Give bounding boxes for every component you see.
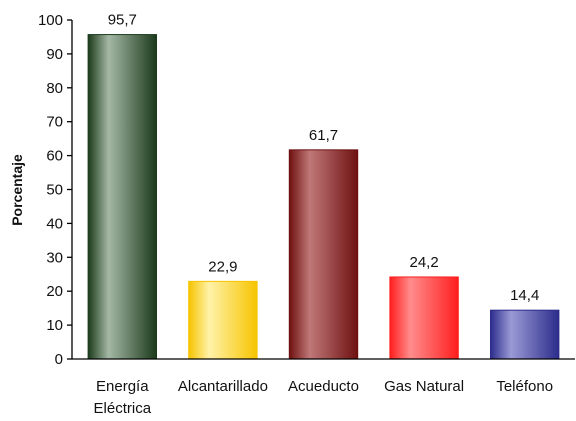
data-label: 14,4 (510, 287, 539, 304)
y-tick-label: 40 (46, 215, 63, 232)
y-tick-label: 100 (38, 12, 63, 29)
bar (288, 149, 359, 360)
bar (188, 280, 258, 360)
bars (87, 34, 560, 360)
y-axis-label: Porcentaje (9, 154, 25, 226)
x-axis-labels: Energía Eléctrica Alcantarillado Acueducto G… (94, 378, 554, 417)
y-tick-label: 90 (46, 46, 63, 63)
data-label: 95,7 (108, 12, 137, 29)
y-tick-label: 0 (55, 351, 63, 368)
x-category-label: Eléctrica (94, 400, 152, 417)
bar (489, 309, 560, 360)
bar (87, 34, 158, 360)
y-tick-label: 30 (46, 249, 63, 266)
x-category-label: Gas Natural (384, 378, 464, 395)
y-tick-label: 20 (46, 283, 63, 300)
data-label: 61,7 (309, 127, 338, 144)
y-tick-label: 80 (46, 80, 63, 97)
y-axis-ticks: 0 10 20 30 40 50 60 70 80 90 100 (38, 12, 72, 368)
y-tick-label: 50 (46, 182, 63, 199)
y-tick-label: 60 (46, 148, 63, 165)
x-category-label: Teléfono (496, 378, 553, 395)
x-category-label: Alcantarillado (178, 378, 268, 395)
y-tick-label: 10 (46, 317, 63, 334)
y-tick-label: 70 (46, 114, 63, 131)
data-label: 24,2 (409, 254, 438, 271)
bar (389, 276, 459, 360)
data-labels: 95,7 22,9 61,7 24,2 14,4 (108, 12, 540, 305)
x-category-label: Acueducto (288, 378, 359, 395)
x-category-label: Energía (96, 378, 149, 395)
data-label: 22,9 (208, 258, 237, 275)
